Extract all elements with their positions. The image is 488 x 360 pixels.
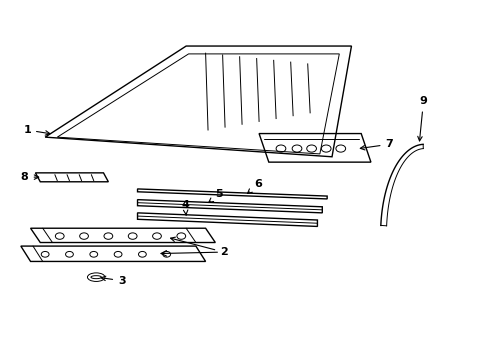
Text: 4: 4 [181,200,189,216]
Text: 7: 7 [360,139,392,150]
Text: 6: 6 [247,179,262,193]
Text: 9: 9 [417,96,427,141]
Text: 5: 5 [208,189,223,203]
Text: 3: 3 [101,276,125,286]
Text: 1: 1 [23,125,50,135]
Text: 8: 8 [21,172,39,182]
Text: 2: 2 [170,237,227,257]
